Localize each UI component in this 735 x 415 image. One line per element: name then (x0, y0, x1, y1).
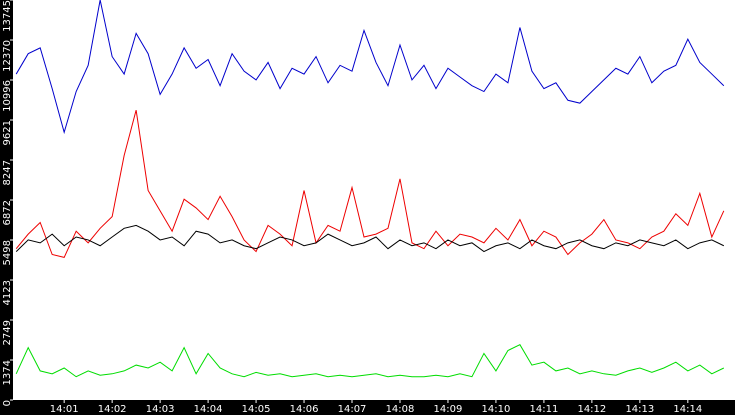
x-axis-strip (0, 400, 735, 415)
x-tick-label: 14:06 (290, 404, 319, 415)
x-tick-label: 14:07 (338, 404, 367, 415)
y-tick-label: 13745 (2, 0, 13, 32)
x-tick-label: 14:08 (386, 404, 415, 415)
y-tick-label: 9621 (2, 120, 13, 145)
y-axis-strip (0, 0, 13, 415)
x-tick-label: 14:02 (98, 404, 127, 415)
x-tick-label: 14:04 (194, 404, 223, 415)
x-tick-label: 14:11 (529, 404, 558, 415)
x-tick-label: 14:01 (50, 404, 79, 415)
y-tick-label: 10996 (2, 80, 13, 112)
x-tick-label: 14:05 (242, 404, 271, 415)
series-line (15, 224, 725, 253)
x-tick-label: 14:14 (673, 404, 702, 415)
x-tick-label: 14:10 (482, 404, 511, 415)
y-tick-label: 5498 (2, 240, 13, 265)
x-tick-label: 14:03 (146, 404, 175, 415)
y-tick-label: 2749 (2, 320, 13, 345)
series-line (15, 344, 725, 378)
series-line (15, 0, 725, 135)
x-tick-label: 14:12 (577, 404, 606, 415)
y-tick-label: 12370 (2, 40, 13, 72)
x-tick-label: 14:09 (434, 404, 463, 415)
y-tick-label: 6872 (2, 200, 13, 225)
y-tick-label: 0 (2, 400, 13, 406)
x-tick-label: 14:13 (625, 404, 654, 415)
y-tick-label: 4123 (2, 280, 13, 305)
y-tick-label: 1374 (2, 360, 13, 385)
y-tick-label: 8247 (2, 160, 13, 185)
series-line (15, 110, 725, 258)
